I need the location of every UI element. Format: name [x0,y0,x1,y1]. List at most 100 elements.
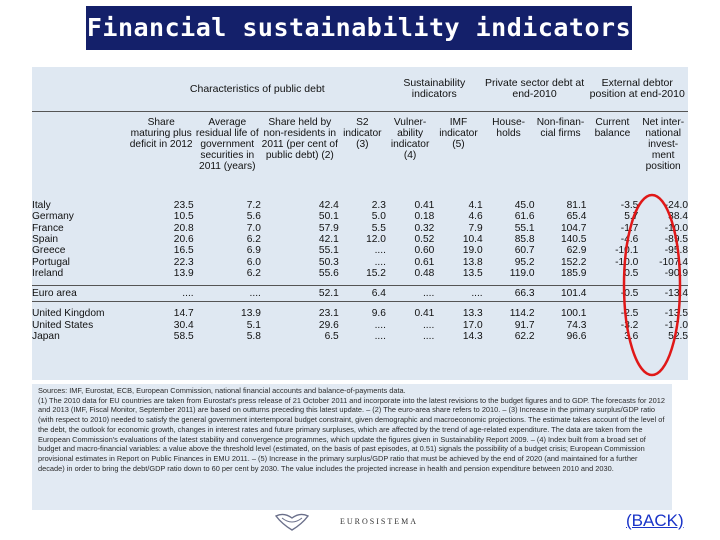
value-cell: 104.7 [560,222,587,234]
indicators-table: Characteristics of public debt Sustainab… [32,67,688,342]
country-cell: United States [32,319,94,331]
value-cell: 14.7 [173,308,194,320]
value-cell: 30.4 [173,319,194,331]
column-header: House-holds [482,111,535,200]
value-cell: 96.6 [566,330,587,342]
value-cell: 58.5 [173,330,194,342]
value-cell: 74.3 [566,319,587,331]
country-cell: Germany [32,211,74,223]
column-header: Current balance [586,111,639,200]
value-cell: -3.5 [620,200,639,212]
value-cell: 0.32 [414,222,435,234]
value-cell: .... [193,285,261,303]
value-cell: 13.8 [462,256,483,268]
column-header: Share maturing plus deficit in 2012 [128,111,194,200]
group-header-public-debt: Characteristics of public debt [189,82,325,95]
value-cell: 60.7 [514,245,535,257]
value-cell: 9.6 [371,308,386,320]
value-cell: 61.6 [514,211,535,223]
table-row: France 20.8 7.0 57.9 5.5 0.32 7.9 55.1 104.7 -1.7… [32,223,688,234]
value-cell: 7.9 [468,222,483,234]
value-cell: 5.1 [246,319,261,331]
value-cell: -90.9 [664,267,688,279]
value-cell: 4.1 [468,200,483,212]
value-cell: 10.4 [462,234,483,246]
value-cell: -2.5 [620,308,639,320]
country-cell: Italy [32,200,51,212]
value-cell: -3.2 [620,319,639,331]
value-cell: 29.6 [318,319,339,331]
value-cell: 5.0 [371,211,386,223]
value-cell: 13.9 [241,308,261,320]
value-cell: .... [374,256,386,268]
value-cell: 5.8 [246,330,261,342]
value-cell: 2.3 [371,200,386,212]
value-cell: 4.6 [468,211,483,223]
value-cell: 62.9 [566,245,587,257]
value-cell: .... [374,245,386,257]
value-cell: 55.6 [318,267,339,279]
value-cell: 0.5 [624,267,639,279]
value-cell: 50.3 [318,256,339,268]
value-cell: 3.6 [624,330,639,342]
group-header-private-debt: Private sector debt at end-2010 [484,77,585,100]
column-header: IMF indicator (5) [434,111,483,200]
value-cell: 65.4 [566,211,587,223]
value-cell: 55.1 [514,222,535,234]
value-cell: 13.9 [173,267,194,279]
value-cell: 81.1 [566,200,587,212]
value-cell: -107.4 [659,256,688,268]
column-header: Net inter-national invest-ment position [638,111,688,200]
value-cell: 100.1 [560,308,587,320]
value-cell: 13.3 [462,308,483,320]
value-cell: 55.1 [318,245,339,257]
value-cell: 101.4 [534,285,587,303]
value-cell: 23.1 [318,308,339,320]
table-notes: Sources: IMF, Eurostat, ECB, European Co… [32,384,672,510]
title-bar: Financial sustainability indicators [0,0,720,56]
value-cell: -10.0 [615,256,639,268]
value-cell: 57.9 [318,222,339,234]
value-cell: -4.6 [620,234,639,246]
table-row: Germany 10.5 5.6 50.1 5.0 0.18 4.6 61.6 65.4 5.7 3… [32,211,688,222]
country-cell: Euro area [32,285,129,303]
column-header: Non-finan-cial firms [534,111,587,200]
value-cell: .... [128,285,194,303]
value-cell: 19.0 [462,245,483,257]
value-cell: 119.0 [509,267,535,279]
value-cell: 45.0 [514,200,535,212]
value-cell: 22.3 [173,256,194,268]
value-cell: 5.6 [246,211,261,223]
notes-sources: Sources: IMF, Eurostat, ECB, European Co… [38,386,406,395]
value-cell: -95.8 [664,245,688,257]
value-cell: 20.6 [173,234,194,246]
value-cell: 0.41 [414,308,435,320]
value-cell: 0.48 [414,267,435,279]
table-row: Japan 58.5 5.8 6.5........ 14.3 62.2 96.6 3.6 52… [32,331,688,342]
value-cell: 152.2 [560,256,587,268]
value-cell: 42.4 [318,200,339,212]
value-cell: 140.5 [560,234,587,246]
value-cell: -24.0 [664,200,688,212]
value-cell: 7.2 [246,200,261,212]
eurosystem-logo-icon [274,513,310,531]
notes-body: (1) The 2010 data for EU countries are t… [38,395,665,473]
table-group-euro-countries: Italy 23.5 7.2 42.4 2.3 0.41 4.1 45.0 81.1 -3.5 -2… [32,200,688,279]
country-cell: Japan [32,330,60,342]
value-cell: .... [422,330,435,342]
country-cell: Ireland [32,267,64,279]
value-cell: 52.5 [668,330,688,342]
value-cell: 7.0 [246,222,261,234]
value-cell: 114.2 [509,308,535,320]
value-cell: 16.5 [173,245,194,257]
value-cell: 20.8 [173,222,194,234]
back-link[interactable]: (BACK) [626,511,684,530]
value-cell: 66.3 [482,285,535,303]
value-cell: 15.2 [366,267,386,279]
value-cell: 13.5 [462,267,483,279]
value-cell: 0.41 [414,200,435,212]
column-header: Share held by non-residents in 2011 (per… [260,111,339,200]
value-cell: 0.18 [414,211,435,223]
table-row: Portugal 22.3 6.0 50.3.... 0.61 13.8 95.2 152.2… [32,256,688,268]
value-cell: 62.2 [514,330,535,342]
